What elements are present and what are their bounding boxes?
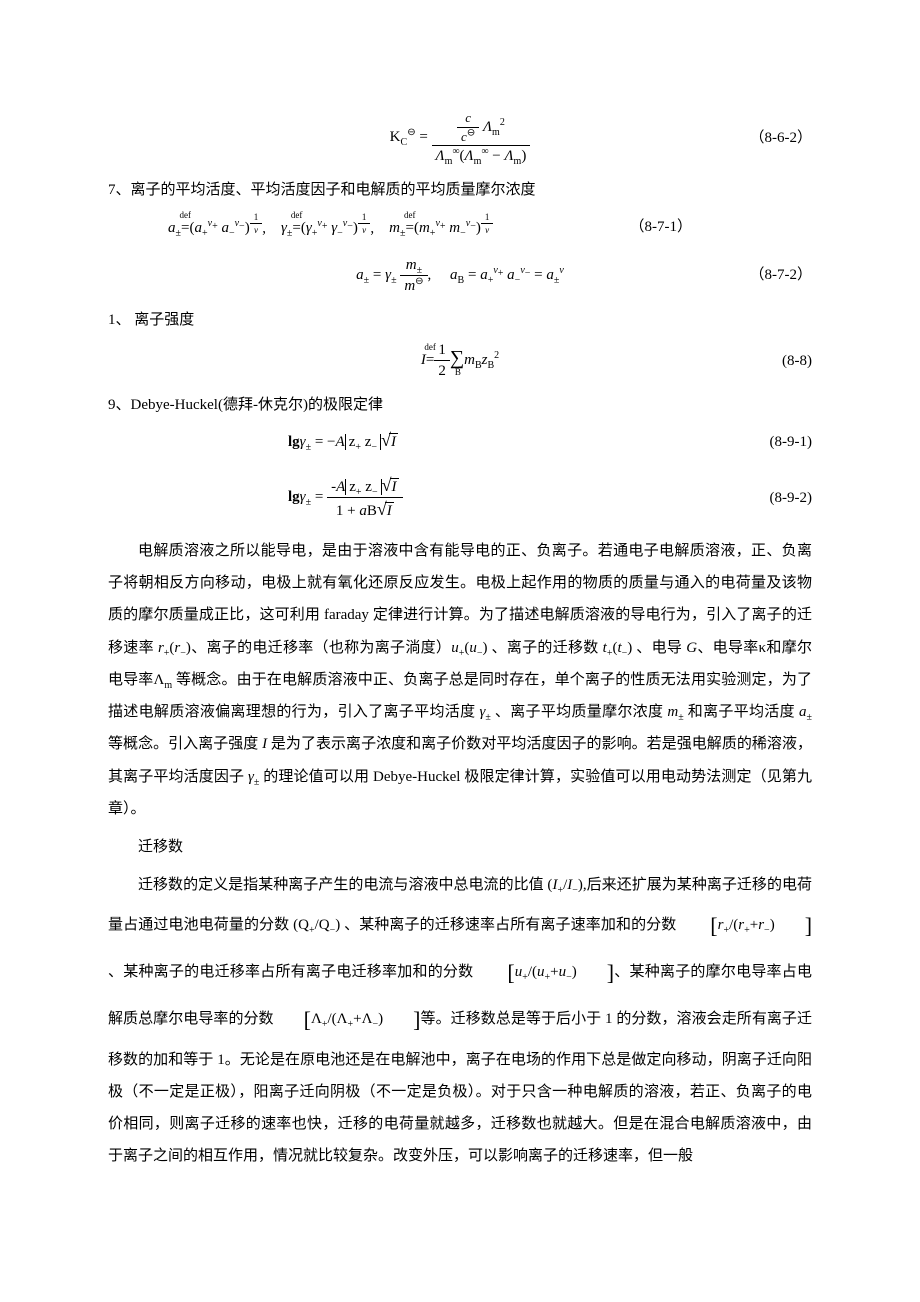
equation-number: (8-9-1) [770,430,812,453]
equation-number: （8-7-2） [750,264,813,287]
equation-number: （8-6-2） [750,126,813,149]
paragraph-transfer: 迁移数的定义是指某种离子产生的电流与溶液中总电流的比值 (I+/I−),后来还扩… [108,869,812,1172]
equation-8-7-2: a± = γ± m± m⊖ , aB = a+v+ a−v− = a±v （8-… [108,256,812,295]
eq-lhs: KC⊖ = [390,129,428,145]
equation-number: (8-8) [782,349,812,372]
equation-8-7-1: a±=(a+v+ a−v−)1v, γ±=(γ+v+ γ−v−)1v, m±=(… [108,212,812,242]
equation-8-9-2: lgγ± = -Az+ z−√I 1 + aB√I (8-9-2) [108,475,812,521]
equation-number: （8-7-1） [630,215,693,238]
paragraph-main: 电解质溶液之所以能导电，是由于溶液中含有能导电的正、负离子。若通电子电解质溶液，… [108,535,812,825]
equation-number: (8-9-2) [770,487,812,510]
paragraph-subtitle: 迁移数 [108,831,812,863]
fraction: c c⊖ Λm2 Λm∞(Λm∞ − Λm) [432,110,531,165]
heading-1: 1、 离子强度 [108,309,812,332]
equation-8-8: I=12∑BmBzB2 (8-8) [108,341,812,380]
heading-9: 9、Debye-Huckel(德拜-休克尔)的极限定律 [108,394,812,417]
heading-7: 7、离子的平均活度、平均活度因子和电解质的平均质量摩尔浓度 [108,179,812,202]
equation-8-9-1: lgγ± = −Az+ z−√I (8-9-1) [108,427,812,457]
equation-8-6-2: KC⊖ = c c⊖ Λm2 Λm∞(Λm∞ − Λm) （8-6-2） [108,110,812,165]
